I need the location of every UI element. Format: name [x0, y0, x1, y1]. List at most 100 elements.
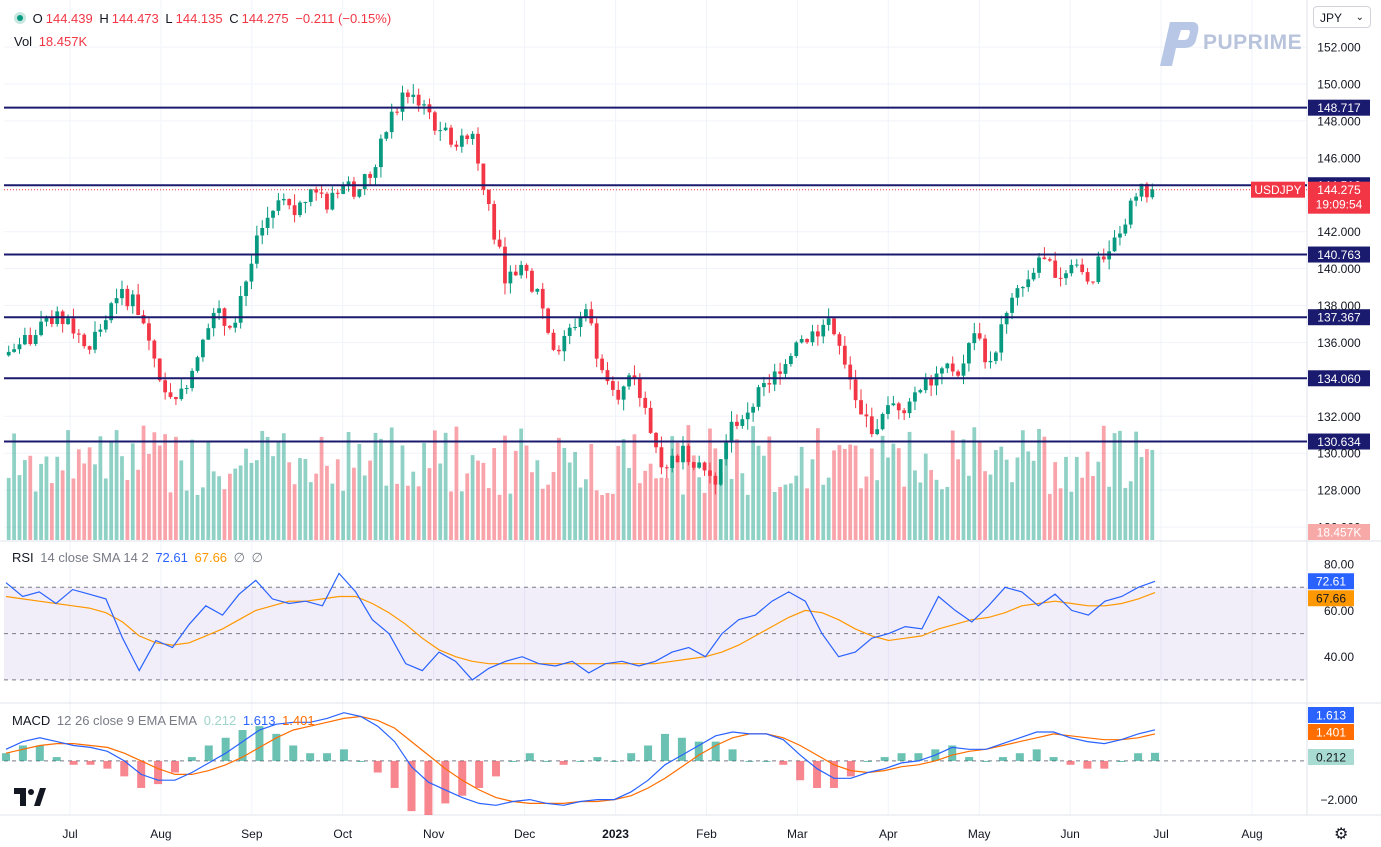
time-tick-label: Aug: [150, 827, 171, 841]
candle-body: [1101, 256, 1106, 260]
candle-body: [308, 189, 313, 202]
macd-histogram-bar: [982, 760, 991, 762]
candle-body: [1020, 287, 1025, 289]
high-value: 144.473: [111, 11, 159, 26]
candle-body: [675, 455, 680, 463]
rsi-tick-label: 60.00: [1324, 604, 1354, 618]
candle-body: [794, 342, 799, 357]
candle-body: [664, 467, 669, 469]
candle-body: [174, 397, 178, 400]
volume-bar: [956, 459, 960, 540]
volume-bar: [767, 436, 772, 540]
volume-bar: [49, 483, 54, 540]
candle-body: [767, 383, 772, 385]
candle-body: [842, 345, 847, 365]
volume-bar: [384, 485, 389, 540]
candle-body: [227, 325, 232, 328]
volume-bar: [659, 477, 664, 540]
candle-body: [573, 327, 577, 329]
candle-body: [940, 368, 944, 374]
macd-histogram-bar: [323, 753, 332, 761]
volume-bar: [265, 436, 270, 540]
volume-bar: [907, 431, 912, 540]
close-label: C: [229, 11, 239, 26]
volume-bar: [708, 428, 712, 540]
macd-tag: [1308, 724, 1354, 740]
candles: [6, 84, 1155, 495]
candle-body: [875, 429, 880, 435]
candle-body: [864, 414, 869, 417]
volume-bar: [821, 484, 826, 540]
volume-bar: [125, 479, 130, 540]
price-tick-label: 138.000: [1317, 299, 1361, 313]
tradingview-logo-icon[interactable]: [14, 788, 46, 806]
candle-body: [422, 104, 426, 106]
candle-body: [503, 246, 507, 284]
volume-bar: [697, 477, 702, 540]
candle-body: [314, 189, 319, 193]
candle-body: [869, 416, 874, 435]
volume-bar: [551, 472, 556, 540]
macd-histogram-bar: [745, 760, 754, 762]
macd-histogram-bar: [69, 760, 78, 765]
volume-bar: [794, 475, 799, 540]
candle-body: [157, 358, 162, 381]
candle-body: [713, 475, 718, 485]
high-label: H: [99, 11, 109, 26]
macd-histogram-bar: [407, 760, 416, 812]
volume-bar: [1042, 436, 1047, 540]
volume-bar: [788, 483, 793, 540]
grid: [0, 0, 1381, 816]
candle-body: [530, 270, 534, 292]
candle-body: [1118, 233, 1122, 238]
time-tick-label: Nov: [423, 827, 444, 841]
horizontal-levels: [4, 106, 1307, 443]
volume-bar: [17, 475, 22, 540]
volume-bar: [449, 491, 453, 540]
volume-bar: [157, 445, 162, 540]
volume-bar: [573, 451, 577, 540]
macd-legend[interactable]: MACD 12 26 close 9 EMA EMA 0.212 1.613 1…: [12, 713, 318, 728]
volume-bar: [745, 494, 750, 540]
candle-body: [902, 410, 907, 414]
macd-histogram-bar: [593, 757, 602, 761]
volume-bar: [432, 430, 437, 540]
macd-histogram-bar: [1049, 757, 1058, 761]
volume-bar: [1020, 430, 1025, 540]
volume-bar: [805, 488, 809, 540]
volume-bar: [632, 434, 637, 540]
macd-pane: −2.000 1.613 1.401 0.212: [2, 707, 1358, 815]
macd-histogram-bar: [2, 753, 10, 761]
time-tick-label: Mar: [787, 827, 808, 841]
candle-body: [184, 388, 189, 390]
gear-icon[interactable]: ⚙: [1334, 826, 1349, 843]
candle-body: [616, 389, 621, 400]
logo-text: PUPRIME: [1203, 31, 1303, 54]
volume-bar: [281, 433, 286, 540]
level-tag-label: 148.717: [1317, 101, 1361, 115]
candle-body: [6, 351, 11, 356]
volume-bar: [740, 473, 745, 540]
candle-body: [524, 264, 529, 271]
candle-body: [923, 377, 928, 391]
volume-bar: [589, 444, 594, 540]
volume-bar: [416, 486, 421, 540]
volume-bar: [675, 442, 680, 540]
volume-bar: [643, 470, 648, 540]
macd-histogram-bar: [779, 760, 788, 765]
symbol-tag-label: USDJPY: [1254, 183, 1301, 197]
macd-value: 1.613: [242, 713, 276, 728]
volume-bar: [1010, 482, 1014, 540]
candle-body: [778, 371, 782, 374]
candle-body: [1064, 273, 1068, 279]
candle-body: [379, 138, 383, 168]
currency-select[interactable]: JPY ⌄: [1313, 6, 1371, 28]
rsi-legend[interactable]: RSI 14 close SMA 14 2 72.61 67.66 ∅ ∅: [12, 550, 266, 566]
volume-bar: [993, 450, 998, 540]
candle-body: [643, 397, 648, 408]
macd-histogram-bar: [728, 749, 737, 761]
macd-histogram-bar: [559, 760, 568, 765]
macd-histogram-bar: [187, 757, 196, 761]
volume-bar: [492, 448, 497, 540]
